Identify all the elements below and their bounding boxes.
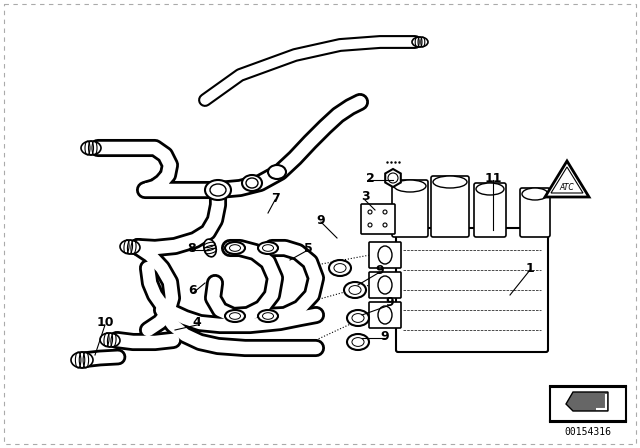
- Text: 8: 8: [188, 241, 196, 254]
- Ellipse shape: [205, 180, 231, 200]
- Ellipse shape: [329, 260, 351, 276]
- Ellipse shape: [344, 282, 366, 298]
- Polygon shape: [566, 392, 608, 411]
- Text: 9: 9: [376, 263, 384, 276]
- Ellipse shape: [268, 165, 286, 179]
- FancyBboxPatch shape: [396, 228, 548, 352]
- Ellipse shape: [204, 239, 216, 257]
- FancyBboxPatch shape: [361, 204, 395, 234]
- Text: 4: 4: [193, 315, 202, 328]
- Ellipse shape: [394, 180, 426, 192]
- FancyBboxPatch shape: [392, 180, 428, 237]
- Ellipse shape: [258, 310, 278, 322]
- Text: 1: 1: [525, 262, 534, 275]
- Ellipse shape: [347, 334, 369, 350]
- Bar: [550, 387, 626, 422]
- Ellipse shape: [81, 141, 101, 155]
- Ellipse shape: [412, 37, 428, 47]
- Text: 10: 10: [96, 315, 114, 328]
- FancyBboxPatch shape: [431, 176, 469, 237]
- Ellipse shape: [71, 352, 93, 368]
- Text: 11: 11: [484, 172, 502, 185]
- Polygon shape: [545, 161, 589, 197]
- FancyBboxPatch shape: [369, 242, 401, 268]
- Text: 7: 7: [271, 191, 280, 204]
- Ellipse shape: [378, 276, 392, 294]
- Ellipse shape: [100, 333, 120, 347]
- Text: ATC: ATC: [559, 182, 574, 191]
- Ellipse shape: [347, 310, 369, 326]
- Ellipse shape: [522, 188, 548, 200]
- Text: 9: 9: [386, 297, 394, 310]
- Text: 9: 9: [381, 329, 389, 343]
- Ellipse shape: [225, 242, 245, 254]
- Text: 5: 5: [303, 241, 312, 254]
- FancyBboxPatch shape: [474, 183, 506, 237]
- Ellipse shape: [225, 310, 245, 322]
- Ellipse shape: [378, 246, 392, 264]
- FancyBboxPatch shape: [369, 302, 401, 328]
- Text: 3: 3: [361, 190, 369, 203]
- Text: 6: 6: [189, 284, 197, 297]
- Text: 9: 9: [317, 214, 325, 227]
- Ellipse shape: [433, 176, 467, 188]
- Text: 00154316: 00154316: [564, 427, 611, 437]
- Ellipse shape: [378, 306, 392, 324]
- FancyBboxPatch shape: [520, 188, 550, 237]
- FancyBboxPatch shape: [369, 272, 401, 298]
- Text: 2: 2: [365, 172, 374, 185]
- Ellipse shape: [242, 175, 262, 191]
- Ellipse shape: [258, 242, 278, 254]
- Ellipse shape: [476, 183, 504, 195]
- Ellipse shape: [120, 240, 140, 254]
